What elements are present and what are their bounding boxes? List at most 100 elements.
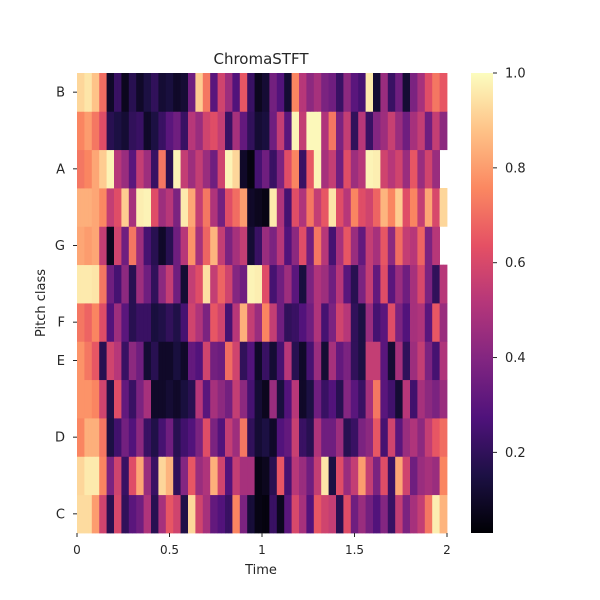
heatmap-cell bbox=[365, 111, 370, 151]
heatmap-cell bbox=[165, 264, 170, 304]
heatmap-cell bbox=[84, 303, 89, 342]
heatmap-cell bbox=[128, 341, 133, 381]
heatmap-cell bbox=[343, 303, 348, 342]
heatmap-cell bbox=[280, 264, 285, 304]
heatmap-cell bbox=[132, 418, 137, 457]
heatmap-cell bbox=[439, 188, 444, 227]
heatmap-cell bbox=[258, 73, 263, 112]
heatmap-cell bbox=[121, 341, 126, 381]
heatmap-cell bbox=[88, 264, 93, 304]
heatmap-cell bbox=[239, 456, 244, 496]
heatmap-cell bbox=[276, 456, 281, 496]
heatmap-cell bbox=[328, 303, 333, 342]
heatmap-cell bbox=[369, 303, 374, 342]
heatmap-cell bbox=[428, 379, 433, 419]
heatmap-cell bbox=[302, 188, 307, 227]
heatmap-cell bbox=[443, 456, 448, 496]
heatmap-cell bbox=[310, 303, 315, 342]
heatmap-cell bbox=[239, 494, 244, 534]
heatmap-cell bbox=[384, 341, 389, 381]
heatmap-cell bbox=[273, 379, 278, 419]
heatmap-cell bbox=[106, 264, 111, 304]
heatmap-cell bbox=[225, 303, 230, 342]
heatmap-cell bbox=[128, 456, 133, 496]
heatmap-cell bbox=[402, 73, 407, 112]
heatmap-cell bbox=[258, 494, 263, 534]
heatmap-cell bbox=[169, 341, 174, 381]
heatmap-cell bbox=[154, 226, 159, 266]
heatmap-cell bbox=[384, 379, 389, 419]
heatmap-cell bbox=[243, 494, 248, 534]
heatmap-cell bbox=[243, 111, 248, 151]
heatmap-cell bbox=[317, 149, 322, 189]
heatmap-cell bbox=[202, 111, 207, 151]
heatmap-cell bbox=[299, 418, 304, 457]
heatmap-cell bbox=[332, 494, 337, 534]
heatmap-cell bbox=[417, 111, 422, 151]
heatmap-cell bbox=[147, 341, 152, 381]
heatmap-cell bbox=[347, 226, 352, 266]
heatmap-cell bbox=[343, 418, 348, 457]
heatmap-cell bbox=[250, 418, 255, 457]
heatmap-cell bbox=[291, 226, 296, 266]
heatmap-cell bbox=[391, 303, 396, 342]
heatmap-cell bbox=[176, 111, 181, 151]
heatmap-cell bbox=[84, 379, 89, 419]
heatmap-cell bbox=[265, 494, 270, 534]
heatmap-cell bbox=[184, 341, 189, 381]
heatmap-cell bbox=[158, 341, 163, 381]
heatmap-cell bbox=[147, 494, 152, 534]
x-tick-label: 1 bbox=[258, 543, 266, 557]
heatmap-cell bbox=[306, 264, 311, 304]
heatmap-cell bbox=[432, 379, 437, 419]
heatmap-cell bbox=[258, 111, 263, 151]
heatmap-cell bbox=[162, 188, 167, 227]
heatmap-cell bbox=[206, 379, 211, 419]
heatmap-cell bbox=[358, 494, 363, 534]
heatmap-cell bbox=[391, 341, 396, 381]
heatmap-cell bbox=[299, 73, 304, 112]
heatmap-cell bbox=[432, 418, 437, 457]
heatmap-cell bbox=[99, 418, 104, 457]
heatmap-cell bbox=[147, 73, 152, 112]
heatmap-cell bbox=[191, 303, 196, 342]
heatmap-cell bbox=[236, 303, 241, 342]
heatmap-cell bbox=[117, 111, 122, 151]
heatmap-cell bbox=[280, 73, 285, 112]
heatmap-cell bbox=[176, 226, 181, 266]
heatmap-cell bbox=[117, 494, 122, 534]
heatmap-cell bbox=[321, 379, 326, 419]
heatmap-cell bbox=[324, 303, 329, 342]
heatmap-cell bbox=[254, 149, 259, 189]
heatmap-cell bbox=[117, 226, 122, 266]
heatmap-cell bbox=[276, 111, 281, 151]
heatmap-cell bbox=[180, 341, 185, 381]
heatmap-cell bbox=[262, 418, 267, 457]
heatmap-cell bbox=[99, 73, 104, 112]
heatmap-cell bbox=[176, 494, 181, 534]
heatmap-cell bbox=[373, 494, 378, 534]
heatmap-cell bbox=[213, 341, 218, 381]
heatmap-cell bbox=[228, 418, 233, 457]
heatmap-cell bbox=[439, 73, 444, 112]
heatmap-cell bbox=[287, 149, 292, 189]
heatmap-cell bbox=[102, 149, 107, 189]
heatmap-cell bbox=[402, 188, 407, 227]
heatmap-cell bbox=[413, 111, 418, 151]
chart-title: ChromaSTFT bbox=[213, 50, 309, 68]
heatmap-cell bbox=[313, 111, 318, 151]
heatmap-cell bbox=[106, 456, 111, 496]
heatmap-cell bbox=[88, 188, 93, 227]
heatmap-cell bbox=[347, 188, 352, 227]
heatmap-cell bbox=[239, 303, 244, 342]
heatmap-cell bbox=[432, 456, 437, 496]
heatmap-cell bbox=[387, 418, 392, 457]
x-tick-label: 1.5 bbox=[345, 543, 364, 557]
heatmap-cell bbox=[435, 73, 440, 112]
heatmap-cell bbox=[439, 418, 444, 457]
heatmap-cell bbox=[106, 418, 111, 457]
heatmap-cell bbox=[398, 494, 403, 534]
heatmap-cell bbox=[302, 226, 307, 266]
heatmap-cell bbox=[221, 188, 226, 227]
heatmap-cell bbox=[136, 188, 141, 227]
